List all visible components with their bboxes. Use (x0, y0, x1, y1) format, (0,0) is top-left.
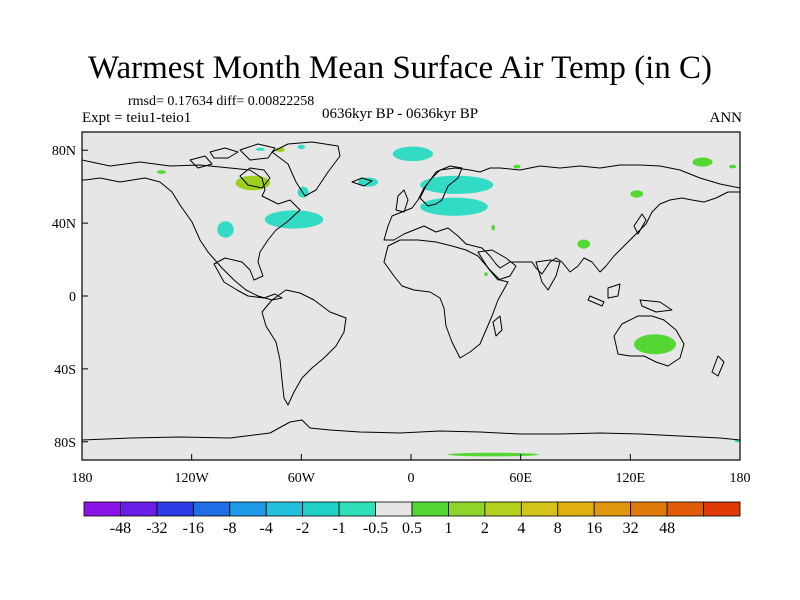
coast-arctic-islands-c (189, 155, 213, 169)
coast-madagascar (492, 315, 503, 337)
anomaly-china-warm (577, 239, 591, 249)
anomaly-east-siberia-warm (692, 157, 713, 167)
lon-tick-label: 60W (288, 471, 316, 486)
colorbar-label: 48 (659, 520, 675, 537)
coast-north-america (82, 159, 301, 301)
coast-south-america (261, 289, 347, 406)
anomaly-urals-warm (513, 164, 521, 169)
experiment-label: Expt = teiu1-teio1 (82, 110, 192, 126)
rmsd-diff-stats: rmsd= 0.17634 diff= 0.00822258 (128, 94, 315, 109)
anomaly-antarctic-warm (447, 452, 539, 457)
colorbar-swatch (265, 501, 304, 517)
coast-greenland (271, 141, 341, 197)
coast-arctic-islands-a (209, 147, 239, 159)
coast-new-zealand (711, 355, 725, 377)
coast-arabia (477, 249, 517, 281)
colorbar-label: 32 (623, 520, 639, 537)
colorbar-swatch (593, 501, 632, 517)
colorbar-label: 16 (586, 520, 602, 537)
colorbar-label: -16 (183, 520, 204, 537)
anomaly-greenland-north-cool (297, 144, 305, 150)
lon-tick-label: 60E (509, 471, 532, 486)
season-label: ANN (709, 110, 743, 126)
anomaly-layer (156, 144, 740, 457)
colorbar-swatch (703, 501, 741, 517)
map-background (82, 132, 740, 460)
lon-tick-label: 180 (730, 471, 751, 486)
colorbar-swatch (192, 501, 231, 517)
coast-eurasia (383, 164, 740, 275)
colorbar-swatch (156, 501, 194, 517)
anomaly-siberia-warm (630, 190, 644, 198)
colorbar-swatch (120, 501, 158, 517)
anomaly-great-plains-cool (217, 221, 234, 238)
colorbar-swatch (484, 501, 522, 517)
coast-indonesia-a (587, 295, 605, 307)
colorbar-swatch (411, 501, 449, 517)
coast-australia (613, 315, 685, 367)
colorbar-swatch (375, 501, 413, 517)
lat-tick-label: 40N (52, 217, 76, 232)
anomaly-nordic-sea-cool (392, 146, 433, 162)
colorbar-label: -8 (223, 520, 236, 537)
colorbar-swatch (338, 501, 376, 517)
coast-indonesia-b (607, 283, 621, 299)
colorbar-swatch (83, 501, 121, 517)
anomaly-labrador-cool (297, 186, 309, 198)
anomaly-iceland-cool (357, 177, 379, 187)
colorbar: -48 -32 -16 -8 -4 -2 -1 -0.5 0.5 1 2 4 8 16 32 48 (83, 501, 741, 537)
coast-iceland (351, 177, 373, 187)
lon-tick-label: 120E (616, 471, 646, 486)
anomaly-chukotka-warm (729, 164, 737, 169)
lat-tick-label: 0 (69, 290, 76, 305)
lat-tick-label: 80S (54, 436, 76, 451)
coast-africa (383, 239, 509, 359)
colorbar-swatch (520, 501, 559, 517)
anomaly-east-africa-warm (484, 272, 488, 276)
coast-arctic-islands-b (239, 143, 276, 161)
coast-antarctica (82, 419, 740, 441)
coast-hudson-bay (239, 167, 271, 189)
anomaly-fennoscandia-cool (420, 175, 494, 194)
lat-tick-label: 40S (54, 363, 76, 378)
colorbar-label: -32 (146, 520, 167, 537)
colorbar-label: -0.5 (363, 520, 388, 537)
colorbar-label: 1 (444, 520, 452, 537)
anomaly-arabia-warm (491, 224, 496, 231)
colorbar-swatch (630, 501, 668, 517)
colorbar-label: 8 (554, 520, 562, 537)
axis-ticks: 80N 40N 0 40S 80S 180 120W 60W 0 60E 120E 180 (52, 144, 751, 486)
colorbar-swatch (557, 501, 595, 517)
coast-japan (633, 213, 647, 235)
coast-british-isles (395, 189, 409, 213)
anomaly-australia-warm (633, 334, 677, 355)
colorbar-swatch (448, 501, 486, 517)
anomaly-north-atlantic-cool (264, 210, 324, 229)
colorbar-label: -1 (332, 520, 345, 537)
anomaly-europe-cool (420, 197, 488, 216)
colorbar-swatch (302, 501, 340, 517)
anomaly-hudson-bay-warm (235, 175, 271, 191)
colorbar-label: 0.5 (402, 520, 422, 537)
lat-tick-label: 80N (52, 144, 76, 159)
coast-scandinavia (419, 165, 463, 207)
coastlines (82, 141, 740, 441)
period-label: 0636kyr BP - 0636kyr BP (321, 106, 479, 122)
colorbar-label: 2 (481, 520, 489, 537)
colorbar-swatch (229, 501, 267, 517)
anomaly-yukon-warm (156, 170, 167, 174)
lon-tick-label: 120W (175, 471, 210, 486)
colorbar-label: 4 (517, 520, 525, 537)
colorbar-label: -48 (110, 520, 131, 537)
colorbar-label: -4 (260, 520, 273, 537)
anomaly-arctic-archipelago-cool (255, 147, 265, 151)
lon-tick-label: 0 (408, 471, 415, 486)
lon-tick-label: 180 (72, 471, 93, 486)
colorbar-label: -2 (296, 520, 309, 537)
coast-new-guinea (639, 299, 673, 313)
colorbar-swatch (666, 501, 704, 517)
coast-india (535, 259, 561, 291)
plot-title: Warmest Month Mean Surface Air Temp (in … (87, 50, 713, 86)
